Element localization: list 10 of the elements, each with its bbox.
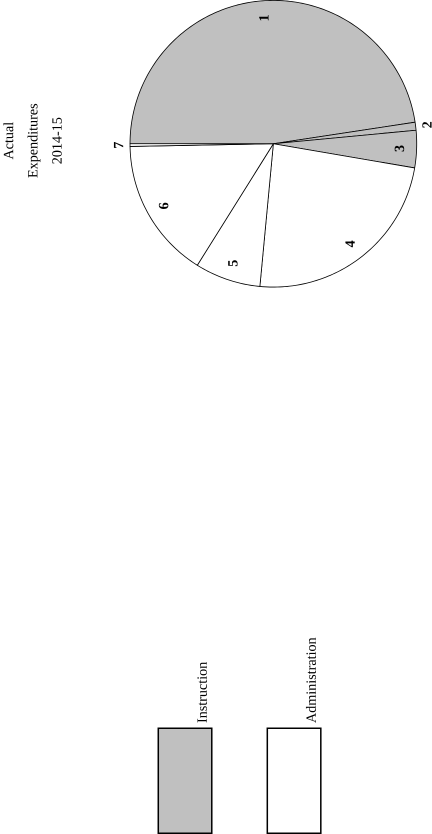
text: Instruction [198, 662, 208, 722]
slice-label: 1 [259, 15, 269, 20]
text: Administration [306, 638, 316, 723]
slice-label: 3 [394, 145, 404, 152]
slice-label: 2 [422, 122, 432, 128]
slice-label: 6 [158, 202, 168, 209]
text: Actual Expenditures 2014-15 [3, 104, 62, 178]
slice-label: 4 [346, 240, 355, 248]
slice-label: 5 [228, 260, 238, 266]
slice-label: 7 [114, 142, 124, 148]
